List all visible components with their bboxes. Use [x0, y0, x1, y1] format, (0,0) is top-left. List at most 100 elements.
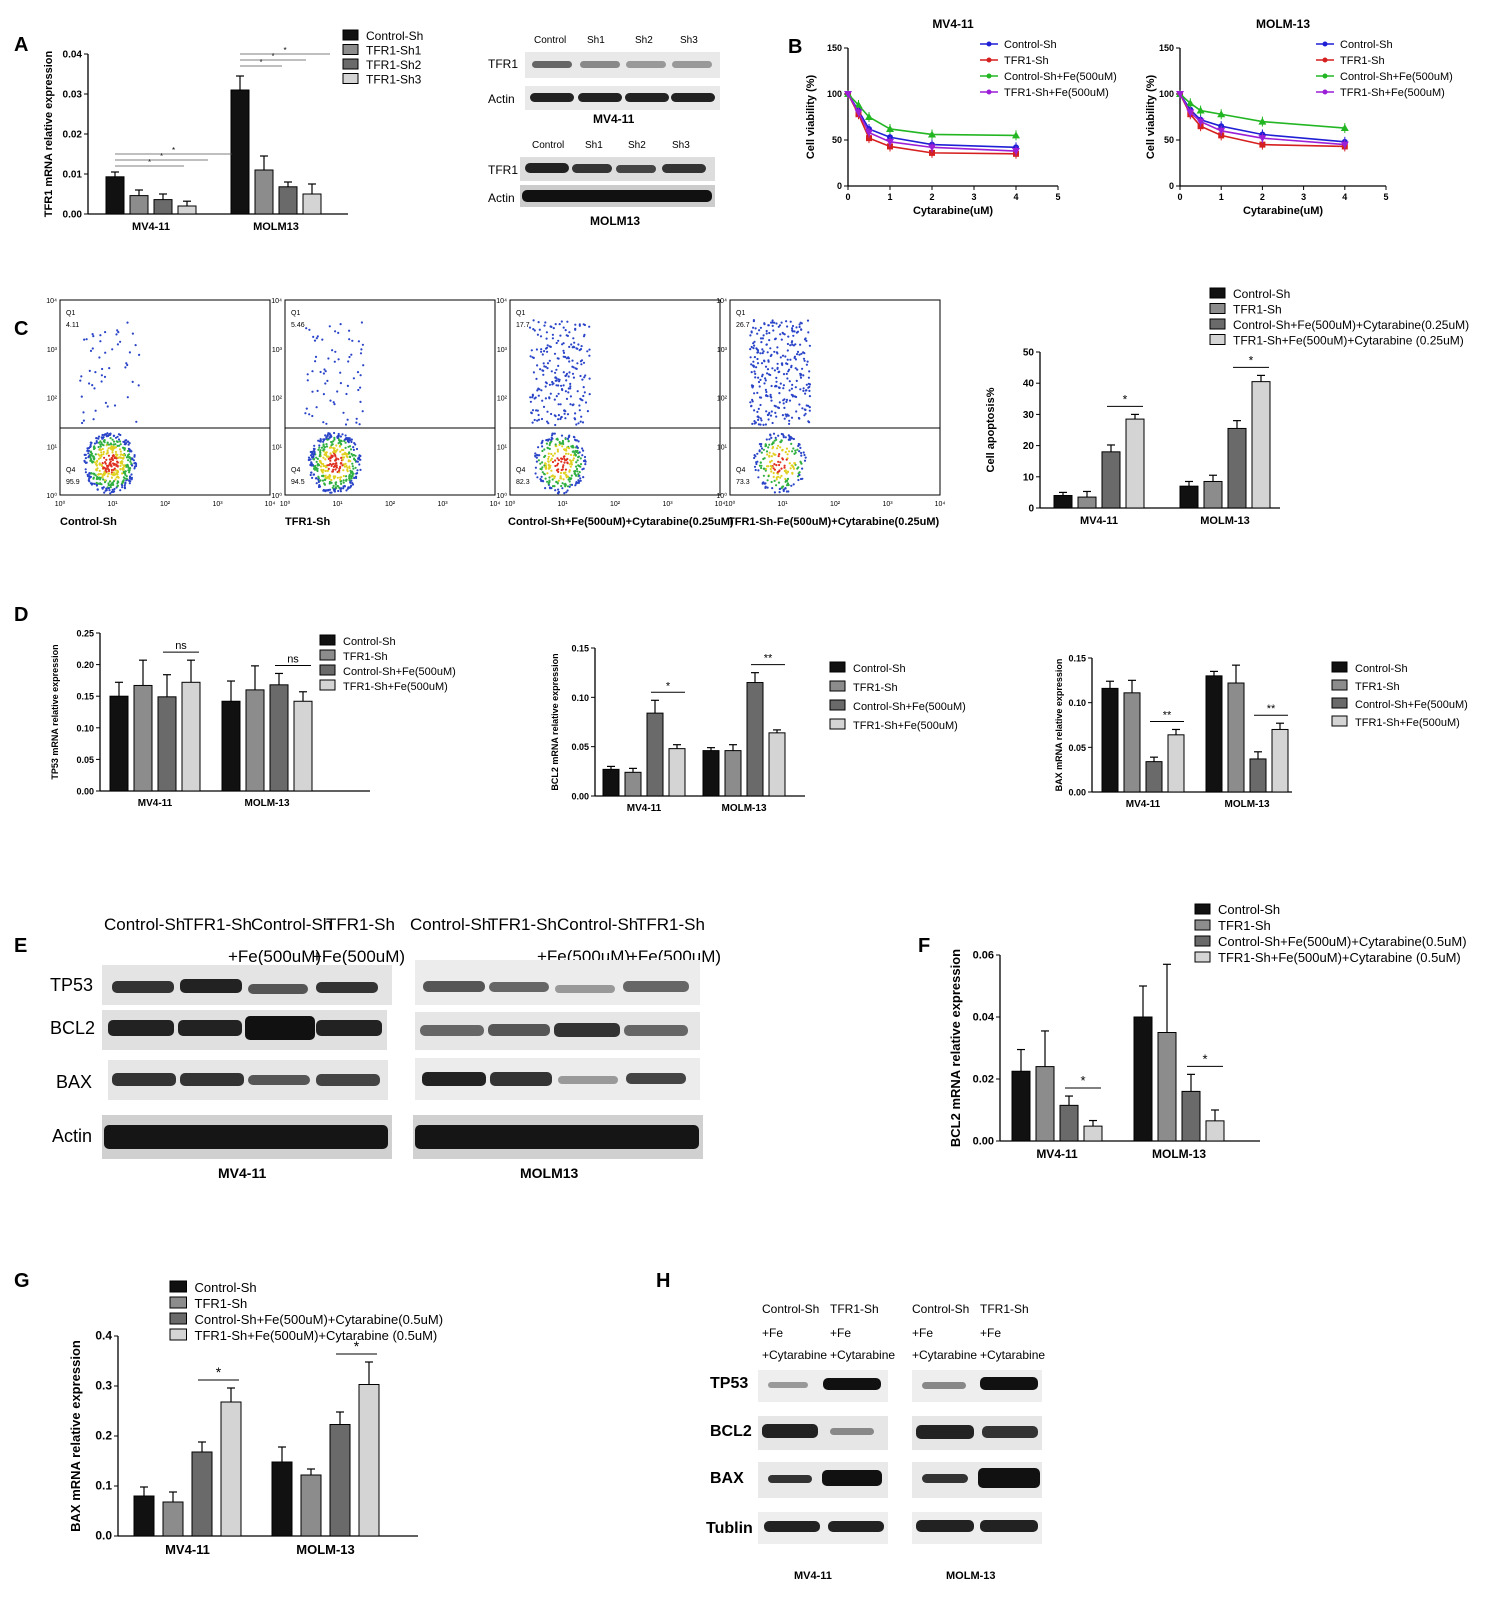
flow-event-dot: [557, 384, 560, 387]
data-point: [1196, 106, 1205, 114]
flow-event-dot: [309, 454, 313, 457]
flow-event-dot: [791, 327, 794, 330]
bar: [220, 1401, 242, 1537]
flow-event-dot: [114, 436, 118, 439]
flow-event-dot: [771, 443, 774, 446]
flow-event-dot: [315, 406, 318, 409]
flow-event-dot: [550, 452, 553, 456]
x-tick-label: 10¹: [777, 501, 788, 508]
flow-event-dot: [317, 480, 320, 484]
flow-event-dot: [327, 357, 330, 360]
flow-event-dot: [582, 361, 586, 364]
flow-event-dot: [349, 448, 353, 451]
bar: [269, 684, 289, 792]
flow-event-dot: [338, 486, 341, 489]
flow-event-dot: [88, 475, 91, 478]
flow-event-dot: [345, 455, 348, 458]
flow-event-dot: [588, 348, 591, 351]
x-category-label: MOLM-13: [1152, 1147, 1206, 1161]
flow-event-dot: [536, 333, 539, 336]
flow-event-dot: [755, 461, 758, 464]
flow-event-dot: [99, 334, 102, 337]
quadrant-value: 73.3: [736, 479, 750, 486]
flow-event-dot: [337, 435, 340, 438]
flow-event-dot: [111, 488, 114, 491]
flow-event-dot: [564, 437, 567, 441]
lane-label: TFR1-Sh: [326, 915, 395, 934]
bar: [109, 695, 129, 792]
flow-event-dot: [336, 476, 339, 479]
bar: [1167, 734, 1185, 793]
row-label: Actin: [52, 1126, 93, 1146]
flow-event-dot: [762, 474, 766, 477]
flow-event-dot: [554, 323, 557, 326]
flow-event-dot: [568, 331, 571, 334]
flow-event-dot: [324, 490, 327, 493]
y-tick-label: 10³: [272, 347, 283, 354]
flow-event-dot: [128, 442, 131, 445]
lane-label: TFR1-Sh: [488, 915, 557, 934]
flow-event-dot: [754, 372, 757, 375]
flow-event-dot: [567, 357, 571, 360]
flow-event-dot: [98, 469, 101, 472]
flow-event-dot: [315, 468, 318, 471]
flow-event-dot: [129, 480, 132, 483]
flow-event-dot: [315, 482, 318, 485]
flow-event-dot: [344, 423, 348, 426]
flow-event-dot: [535, 456, 538, 459]
flow-event-dot: [773, 321, 776, 324]
x-tick-label: 10⁴: [490, 501, 501, 508]
flow-event-dot: [792, 437, 796, 441]
flow-event-dot: [562, 351, 566, 354]
flow-event-dot: [792, 334, 795, 337]
flow-event-dot: [350, 452, 353, 456]
flow-event-dot: [557, 392, 560, 395]
flow-event-dot: [574, 367, 577, 370]
flow-event-dot: [88, 472, 91, 475]
data-point: [928, 144, 936, 152]
legend-label: TFR1-Sh+Fe(500uM)+Cytarabine (0.25uM): [1233, 334, 1464, 348]
y-tick-label: 0.10: [571, 693, 589, 703]
flow-event-dot: [755, 366, 758, 369]
flow-event-dot: [334, 459, 337, 462]
flow-event-dot: [534, 466, 537, 469]
x-tick-label: 10⁴: [715, 501, 726, 508]
flow-event-dot: [541, 449, 544, 453]
y-axis-label: BCL2 mRNA relative expression: [948, 949, 963, 1147]
flow-event-dot: [567, 452, 570, 455]
flow-event-dot: [790, 387, 794, 390]
x-category-label: MOLM13: [253, 221, 299, 233]
data-point: [1196, 118, 1205, 126]
flow-event-dot: [318, 444, 321, 447]
flow-event-dot: [760, 341, 763, 344]
flow-event-dot: [340, 448, 344, 451]
flow-event-dot: [574, 469, 577, 473]
flow-event-dot: [117, 433, 121, 436]
flow-event-dot: [576, 362, 579, 365]
data-point: [1186, 109, 1195, 117]
flow-event-dot: [337, 331, 340, 334]
flow-event-dot: [776, 447, 779, 450]
flow-event-dot: [555, 395, 558, 398]
flow-event-dot: [784, 436, 787, 439]
y-tick-label: 0.00: [571, 792, 589, 802]
flow-event-dot: [549, 464, 552, 467]
flow-event-dot: [92, 455, 95, 458]
flow-event-dot: [801, 407, 804, 410]
legend-label: TFR1-Sh: [1340, 55, 1385, 67]
flow-event-dot: [339, 462, 342, 465]
blot-caption: MOLM-13: [946, 1570, 996, 1582]
flow-event-dot: [532, 319, 535, 322]
flow-event-dot: [104, 351, 107, 354]
flow-event-dot: [760, 451, 763, 454]
y-tick-label: 100: [827, 89, 842, 99]
x-category-label: MV4-11: [138, 798, 173, 809]
flow-event-dot: [346, 440, 349, 443]
x-tick-label: 10²: [610, 501, 621, 508]
bar: [702, 750, 720, 797]
flow-event-dot: [770, 353, 773, 356]
flow-event-dot: [333, 438, 336, 441]
